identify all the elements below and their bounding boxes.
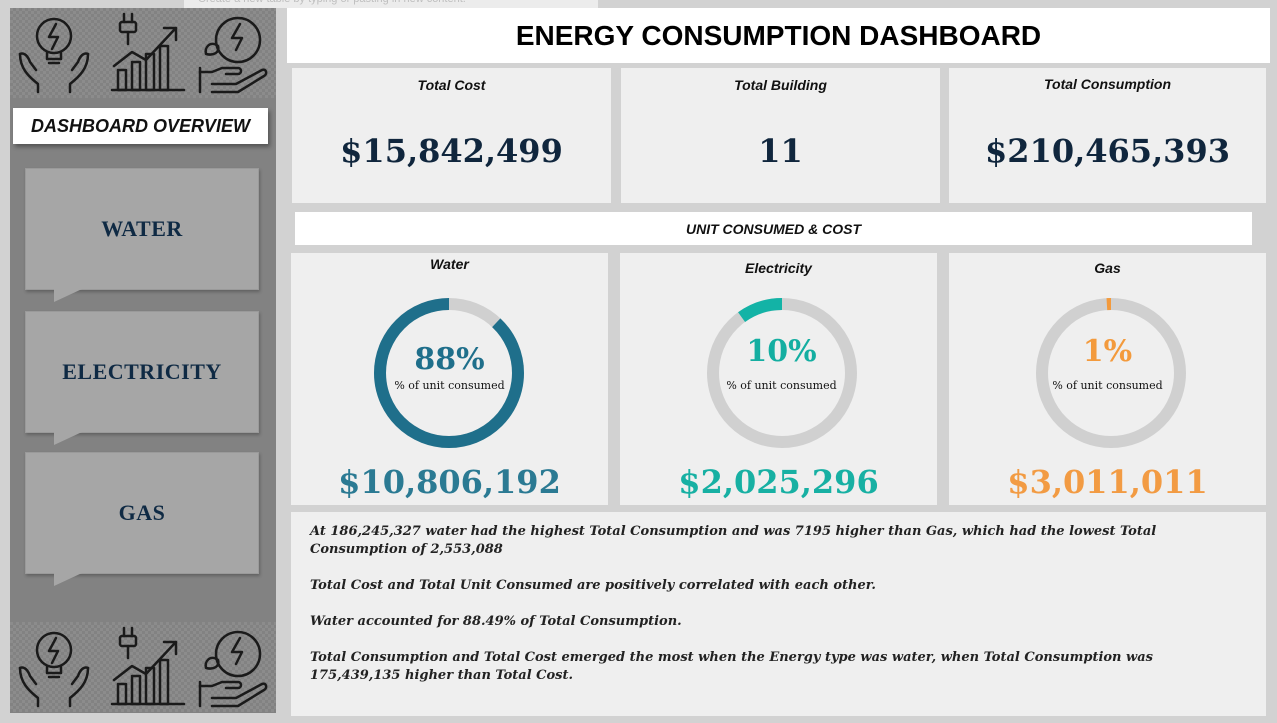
insights-panel: At 186,245,327 water had the highest Tot… <box>291 512 1266 716</box>
donut-value-arc <box>707 298 857 448</box>
card-water: Water 88% % of unit consumed $10,806,192 <box>291 253 608 505</box>
kpi-value: 11 <box>758 132 803 170</box>
donut-value-arc <box>1036 298 1186 448</box>
card-label: Water <box>430 256 469 272</box>
kpi-total-consumption: Total Consumption $210,465,393 <box>949 68 1266 203</box>
sidebar: DASHBOARD OVERVIEW WATER ELECTRICITY GAS <box>10 8 276 713</box>
card-gas: Gas 1% % of unit consumed $3,011,011 <box>949 253 1266 505</box>
hand-eco-energy-icon <box>198 630 268 708</box>
kpi-total-building: Total Building 11 <box>621 68 940 203</box>
insight-text: Total Consumption and Total Cost emerged… <box>310 650 1153 683</box>
ghost-tooltip: Create a new table by typing or pasting … <box>184 0 598 8</box>
kpi-total-cost: Total Cost $15,842,499 <box>292 68 611 203</box>
kpi-label: Total Cost <box>417 77 486 93</box>
donut-track <box>1036 298 1186 448</box>
plug-growth-chart-icon <box>110 626 186 706</box>
nav-gas-label: GAS <box>118 500 166 525</box>
insight-text: At 186,245,327 water had the highest Tot… <box>310 524 1157 557</box>
kpi-label: Total Building <box>734 77 827 93</box>
cost-value: $10,806,192 <box>338 463 561 501</box>
percent-caption: % of unit consumed <box>726 379 837 392</box>
percent-value: 1% <box>1082 334 1133 369</box>
water-donut-chart <box>374 298 524 448</box>
nav-electricity-button[interactable]: ELECTRICITY <box>25 311 259 445</box>
donut-value-arc <box>374 298 524 448</box>
sidebar-icon-band-bottom <box>10 622 276 712</box>
electricity-donut-chart <box>707 298 857 448</box>
card-label: Gas <box>1094 260 1121 276</box>
nav-water-button[interactable]: WATER <box>25 168 259 302</box>
hands-lightbulb-icon <box>18 17 90 94</box>
percent-value: 88% <box>414 342 485 377</box>
kpi-value: $210,465,393 <box>985 132 1230 170</box>
cost-value: $3,011,011 <box>1007 463 1208 501</box>
nav-water-label: WATER <box>101 216 183 241</box>
insight-text: Water accounted for 88.49% of Total Cons… <box>310 614 682 629</box>
nav-gas-button[interactable]: GAS <box>25 452 259 586</box>
sidebar-icon-band-top <box>10 8 276 98</box>
nav-electricity-label: ELECTRICITY <box>62 359 222 384</box>
percent-value: 10% <box>746 334 817 369</box>
hand-eco-energy-icon <box>198 16 268 94</box>
hands-lightbulb-icon <box>18 631 90 708</box>
card-electricity: Electricity 10% % of unit consumed $2,02… <box>620 253 937 505</box>
plug-growth-chart-icon <box>110 12 186 92</box>
dashboard-title: ENERGY CONSUMPTION DASHBOARD <box>287 8 1270 63</box>
cost-value: $2,025,296 <box>678 463 879 501</box>
percent-caption: % of unit consumed <box>1052 379 1163 392</box>
kpi-label: Total Consumption <box>1043 76 1172 92</box>
dashboard-overview-button[interactable]: DASHBOARD OVERVIEW <box>13 108 268 144</box>
gas-donut-chart <box>1036 298 1186 448</box>
insight-text: Total Cost and Total Unit Consumed are p… <box>310 578 876 593</box>
donut-track <box>707 298 857 448</box>
section-title: UNIT CONSUMED & COST <box>295 212 1252 245</box>
kpi-value: $15,842,499 <box>340 132 563 170</box>
card-label: Electricity <box>745 260 812 276</box>
percent-caption: % of unit consumed <box>394 379 505 392</box>
